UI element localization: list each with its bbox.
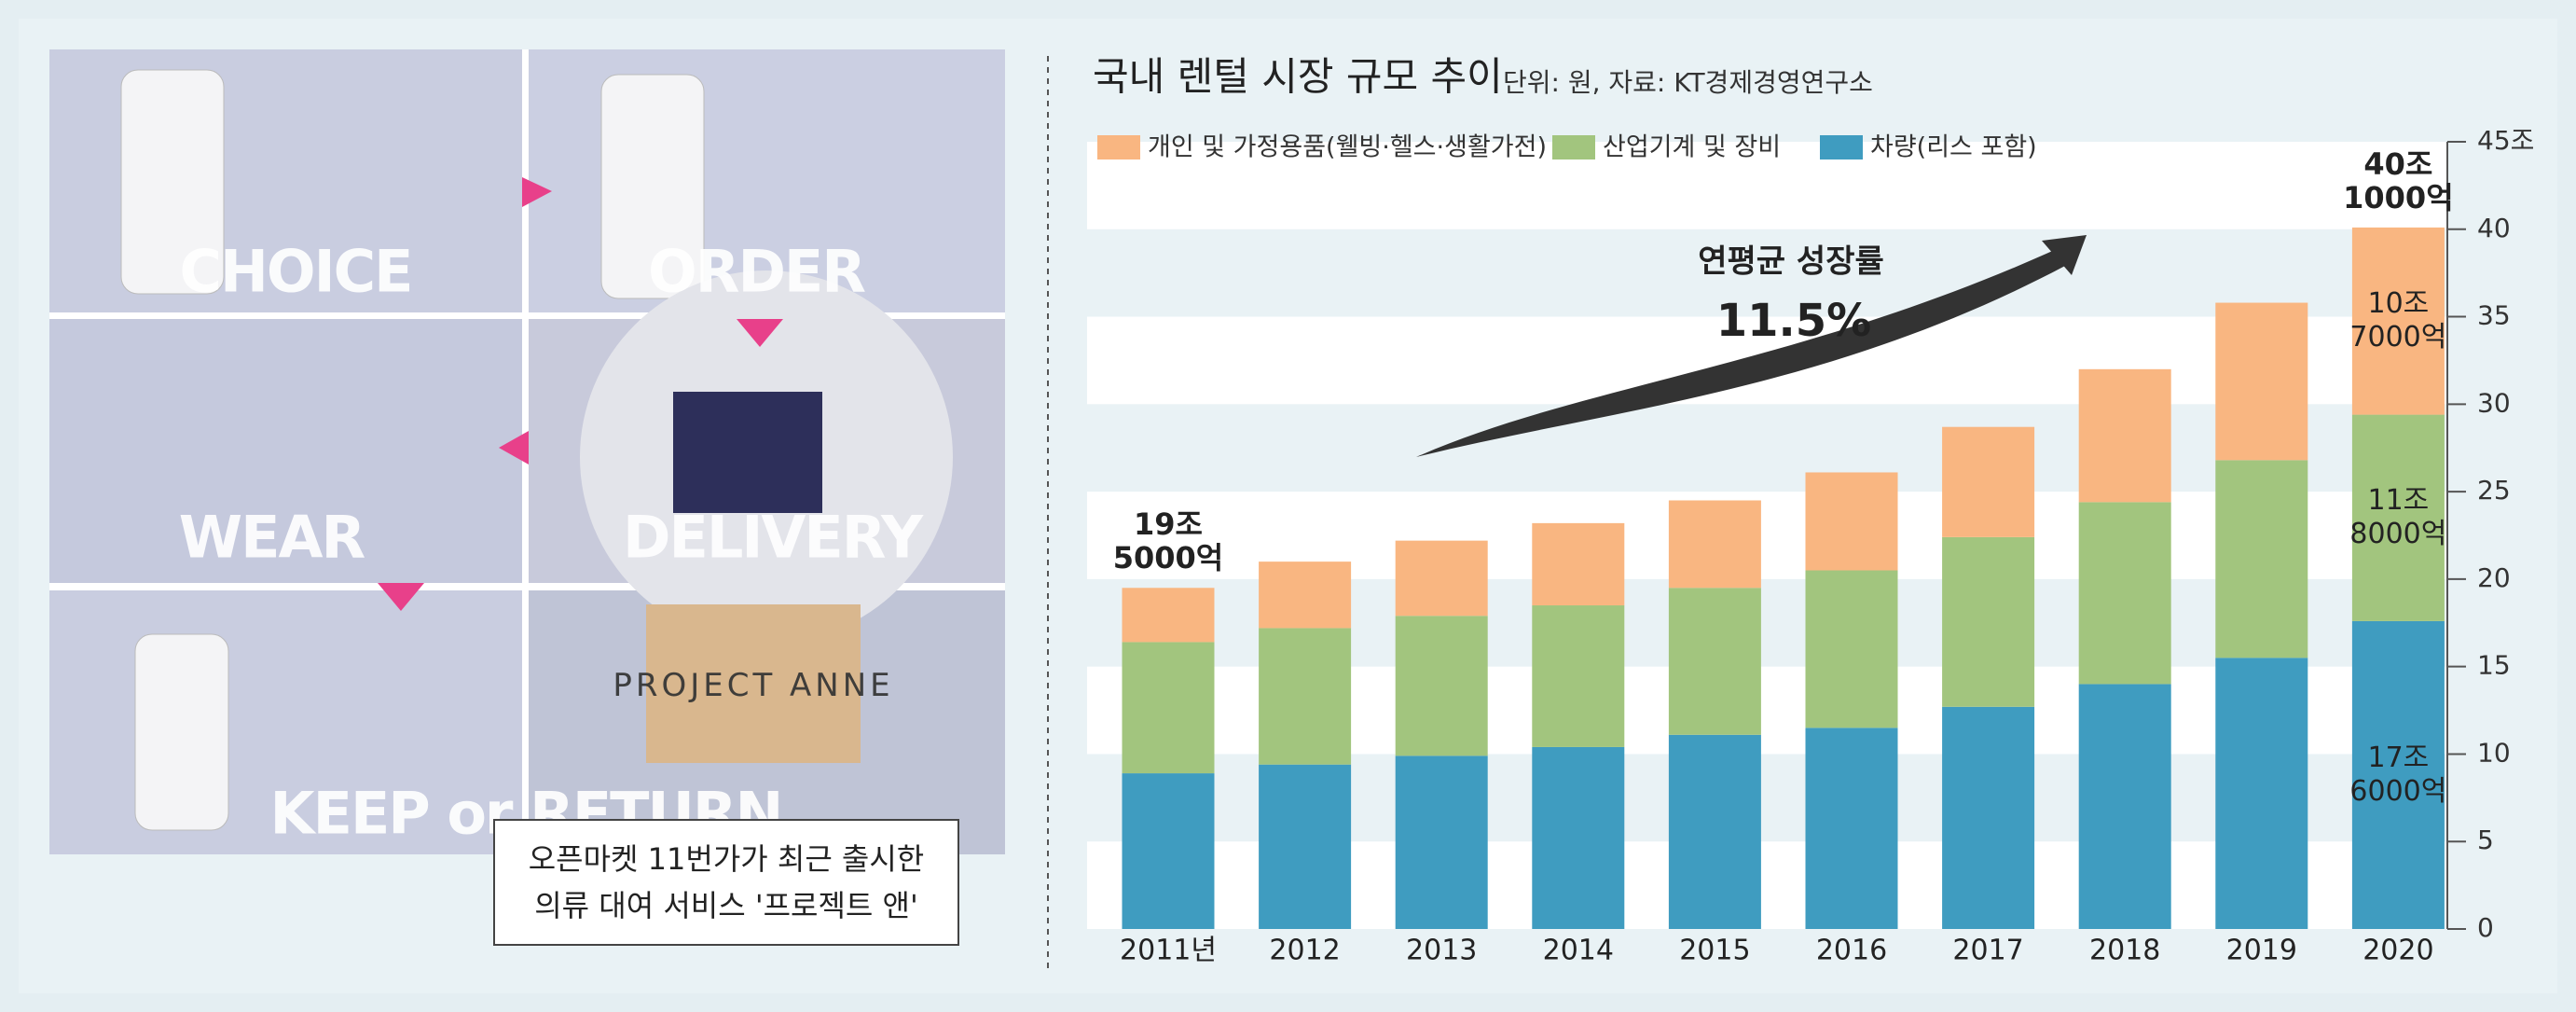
y-tick-label: 10 (2477, 737, 2511, 768)
x-tick-label: 2013 (1406, 935, 1477, 967)
chart-title: 국내 렌털 시장 규모 추이 (1093, 54, 1503, 100)
arrow (522, 177, 552, 207)
bar-segment (2215, 302, 2308, 461)
x-tick-label: 2016 (1816, 935, 1887, 967)
annotation-text: 11.5% (1716, 295, 1872, 347)
photo-caption: 오픈마켓 11번가가 최근 출시한 의류 대여 서비스 '프로젝트 앤' (493, 819, 959, 946)
growth-arrow (1416, 235, 2087, 457)
bar-segment (1805, 472, 1898, 571)
value-label: 11조 8000억 (2349, 484, 2447, 551)
bar-segment (2215, 460, 2308, 658)
bar-segment (1395, 540, 1488, 617)
bar-segment (1532, 522, 1625, 606)
bar-segment (1395, 616, 1488, 756)
photo-label: ORDER (647, 237, 866, 306)
bar-segment (1395, 756, 1488, 929)
bar-segment (2078, 684, 2171, 929)
bar-segment (1532, 605, 1625, 747)
growth-arrow-head (2042, 235, 2087, 275)
bar-segment (1942, 536, 2035, 707)
box (646, 604, 861, 763)
legend-swatch (1820, 135, 1863, 159)
bar-segment (1259, 628, 1352, 765)
bar-segment (1668, 588, 1761, 735)
card (673, 392, 822, 513)
y-tick-label: 30 (2477, 387, 2511, 418)
photo-label: PROJECT ANNE (613, 667, 894, 704)
total-label: 40조 1000억 (2343, 146, 2454, 215)
y-tick-label: 45조 (2477, 125, 2534, 156)
legend-label: 개인 및 가정용품(웰빙·헬스·생활가전) (1148, 133, 1547, 162)
bar-segment (1122, 642, 1215, 774)
total-label: 19조 5000억 (1112, 506, 1224, 576)
legend-label: 산업기계 및 장비 (1603, 133, 1781, 162)
y-tick-label: 35 (2477, 300, 2511, 331)
value-label: 17조 6000억 (2349, 741, 2447, 808)
bar-segment (1805, 570, 1898, 728)
bar-segment (1122, 588, 1215, 643)
photo-label: CHOICE (179, 237, 413, 306)
legend-swatch (1552, 135, 1595, 159)
photo-cell (49, 319, 522, 583)
grid-band (1087, 142, 2447, 229)
bar-segment (1122, 773, 1215, 929)
chart-subtitle: 단위: 원, 자료: KT경제경영연구소 (1503, 67, 1873, 98)
photo-collage (49, 49, 1005, 854)
bar-segment (2351, 414, 2445, 621)
phone (600, 74, 705, 299)
x-tick-label: 2012 (1269, 935, 1340, 967)
arrow (499, 431, 529, 464)
y-tick-label: 0 (2477, 912, 2494, 943)
photo-label: DELIVERY (623, 503, 923, 572)
arrow (378, 583, 424, 611)
photo-cell (49, 590, 522, 854)
annotation-title: 연평균 성장률 (1698, 243, 1884, 281)
x-tick-label: 2014 (1543, 935, 1614, 967)
photo-label: WEAR (178, 503, 365, 572)
arrow (737, 319, 783, 347)
bar-segment (2078, 368, 2171, 503)
value-label: 10조 7000억 (2349, 287, 2447, 354)
x-tick-label: 2019 (2226, 935, 2297, 967)
x-tick-label: 2015 (1679, 935, 1750, 967)
y-tick-label: 40 (2477, 213, 2511, 243)
bar-segment (1942, 426, 2035, 537)
bar-segment (1805, 728, 1898, 929)
y-tick-label: 20 (2477, 562, 2511, 593)
phone (120, 69, 225, 295)
legend-label: 차량(리스 포함) (1870, 133, 2037, 162)
y-tick-label: 5 (2477, 825, 2494, 855)
y-tick-label: 25 (2477, 475, 2511, 506)
phone (134, 633, 229, 831)
x-tick-label: 2018 (2089, 935, 2160, 967)
x-tick-label: 2020 (2362, 935, 2433, 967)
bar-segment (1259, 561, 1352, 629)
bar-segment (2351, 227, 2445, 415)
bar-segment (1668, 500, 1761, 589)
bar-segment (2215, 658, 2308, 929)
bar-segment (1532, 746, 1625, 929)
bar-segment (2351, 620, 2445, 929)
y-tick-label: 15 (2477, 650, 2511, 681)
x-tick-label: 2017 (1952, 935, 2023, 967)
bar-segment (2078, 502, 2171, 685)
x-tick-label: 2011년 (1120, 935, 1217, 967)
bar-segment (1259, 764, 1352, 929)
bar-segment (1942, 706, 2035, 929)
legend-swatch (1097, 135, 1140, 159)
bar-segment (1668, 734, 1761, 929)
